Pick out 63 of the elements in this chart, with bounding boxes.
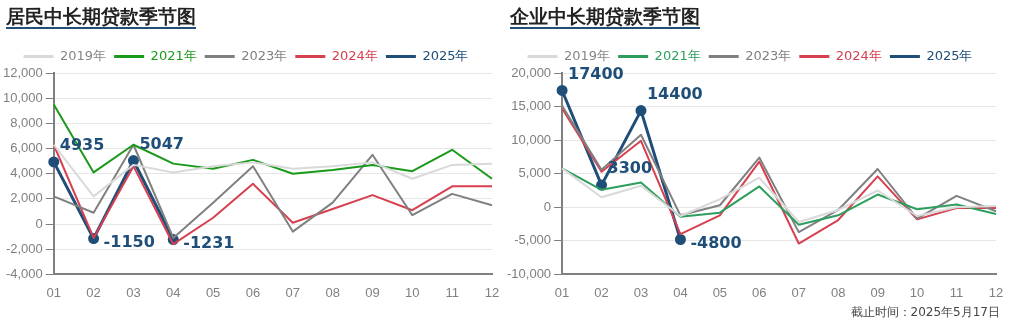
- legend-label: 2023年: [745, 47, 792, 63]
- y-tick-label: 6,000: [10, 140, 43, 156]
- x-tick-label: 04: [166, 284, 181, 300]
- y-tick-label: -2,000: [5, 240, 43, 256]
- point: [635, 105, 647, 117]
- data-label: 5047: [139, 133, 184, 153]
- y-tick-label: -4,000: [5, 265, 43, 281]
- x-tick-label: 01: [554, 284, 570, 300]
- y-tick-label: 0: [543, 198, 552, 214]
- y-tick-label: 2,000: [10, 190, 43, 206]
- x-tick-label: 07: [285, 284, 301, 300]
- legend-label: 2019年: [564, 47, 611, 63]
- legend-label: 2025年: [926, 47, 973, 63]
- x-tick-label: 12: [988, 284, 1004, 300]
- y-tick-label: 10,000: [3, 89, 43, 105]
- y-tick-label: 20,000: [511, 64, 552, 80]
- text: 截止时间：2025年5月17日: [849, 304, 1001, 321]
- legend-label: 2025年: [422, 47, 469, 63]
- x-tick-label: 05: [205, 284, 221, 300]
- y-tick-label: 0: [35, 215, 43, 231]
- y-tick-label: 10,000: [511, 131, 552, 147]
- legend-label: 2021年: [150, 47, 197, 63]
- y-tick-label: 8,000: [10, 114, 43, 130]
- y-tick-label: 5,000: [518, 165, 552, 181]
- x-tick-label: 05: [712, 284, 728, 300]
- legend-label: 2019年: [60, 47, 107, 63]
- legend-label: 2024年: [331, 47, 378, 63]
- x-tick-label: 02: [86, 284, 101, 300]
- x-tick-label: 06: [752, 284, 767, 300]
- data-label: -1150: [103, 231, 155, 251]
- x-tick-label: 09: [870, 284, 885, 300]
- x-tick-label: 02: [594, 284, 609, 300]
- x-tick-label: 03: [126, 284, 141, 300]
- chart-title: 居民中长期贷款季节图: [6, 5, 196, 29]
- x-tick-label: 06: [245, 284, 261, 300]
- x-tick-label: 01: [46, 284, 61, 300]
- x-tick-label: 09: [365, 284, 380, 300]
- point: [48, 156, 60, 168]
- x-tick-label: 11: [949, 284, 964, 300]
- y-tick-label: -5,000: [514, 232, 552, 248]
- y-tick-label: 15,000: [511, 98, 552, 114]
- data-label: 14400: [646, 83, 703, 103]
- legend-label: 2021年: [654, 47, 701, 63]
- y-tick-label: -10,000: [507, 265, 552, 281]
- point: [674, 233, 686, 245]
- x-tick-label: 11: [445, 284, 459, 300]
- legend-label: 2023年: [241, 47, 288, 63]
- data-label: 17400: [568, 63, 624, 83]
- y-tick-label: 12,000: [3, 64, 43, 80]
- x-tick-label: 10: [405, 284, 420, 300]
- x-tick-label: 07: [791, 284, 806, 300]
- y-tick-label: 4,000: [10, 165, 43, 181]
- point: [556, 84, 568, 96]
- x-tick-label: 12: [484, 284, 500, 300]
- data-label: -4800: [690, 232, 742, 252]
- legend-label: 2024年: [835, 47, 882, 63]
- data-label: -1231: [183, 232, 235, 252]
- x-tick-label: 03: [633, 284, 649, 300]
- chart-title: 企业中长期贷款季节图: [510, 5, 700, 29]
- x-tick-label: 08: [830, 284, 846, 300]
- x-tick-label: 10: [909, 284, 925, 300]
- x-tick-label: 04: [673, 284, 688, 300]
- x-tick-label: 08: [325, 284, 340, 300]
